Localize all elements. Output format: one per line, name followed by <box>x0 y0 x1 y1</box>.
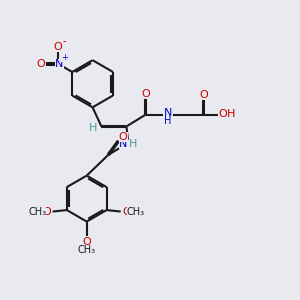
Text: O: O <box>54 42 62 52</box>
Text: O: O <box>218 109 227 119</box>
Text: H: H <box>88 123 97 133</box>
Text: N: N <box>55 59 64 69</box>
Text: O: O <box>199 90 208 100</box>
Text: O: O <box>122 206 131 217</box>
Text: N: N <box>164 108 172 118</box>
Text: +: + <box>61 53 68 62</box>
Text: CH₃: CH₃ <box>78 245 96 255</box>
Text: N: N <box>119 140 127 149</box>
Text: H: H <box>164 116 171 126</box>
Text: O: O <box>141 89 150 99</box>
Text: O: O <box>37 59 46 69</box>
Text: CH₃: CH₃ <box>127 206 145 217</box>
Text: H: H <box>129 140 137 149</box>
Text: -: - <box>63 36 66 46</box>
Text: O: O <box>82 237 91 247</box>
Text: H: H <box>227 109 236 119</box>
Text: O: O <box>119 132 128 142</box>
Text: O: O <box>42 206 51 217</box>
Text: CH₃: CH₃ <box>28 206 46 217</box>
